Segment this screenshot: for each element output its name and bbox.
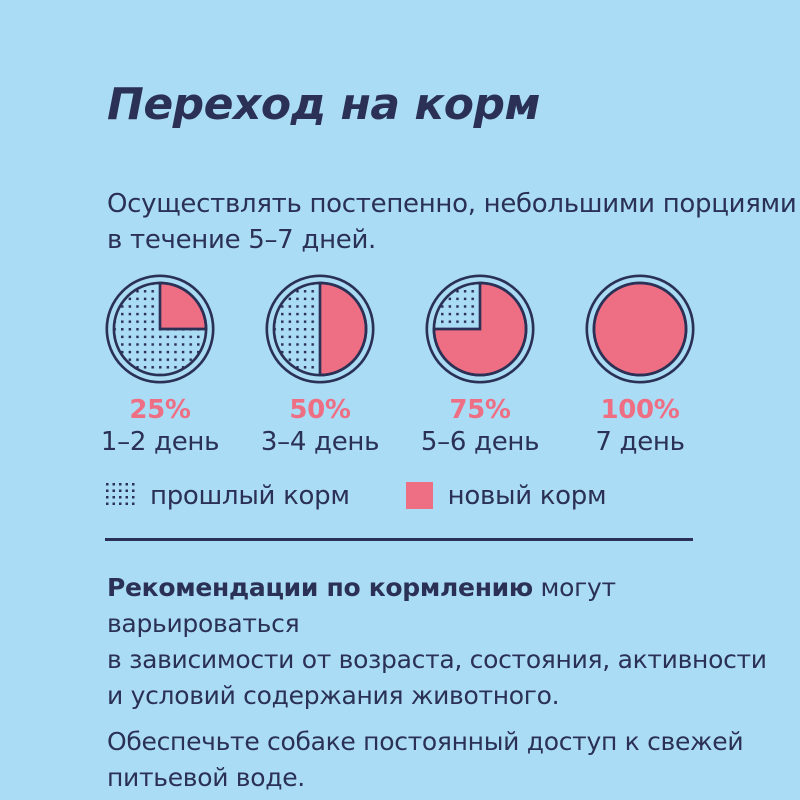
step-column-4: 100% 7 день <box>560 272 720 457</box>
dotted-pattern-swatch-icon <box>105 482 135 510</box>
day-label: 3–4 день <box>260 426 380 457</box>
horizontal-divider <box>105 537 693 541</box>
step-column-3: 75% 5–6 день <box>400 272 560 457</box>
step-column-1: 25% 1–2 день <box>80 272 240 457</box>
pie-chart-100-icon <box>585 274 695 384</box>
pie-chart-75-icon <box>425 274 535 384</box>
legend-label-old-food: прошлый корм <box>150 480 350 511</box>
intro-text: Осуществлять постепенно, небольшими порц… <box>107 188 797 255</box>
day-label: 7 день <box>595 426 685 457</box>
note-rest: могут варьироваться в зависимости от воз… <box>107 572 767 710</box>
pie-chart-25-icon <box>105 274 215 384</box>
percent-label: 100% <box>600 394 680 425</box>
step-column-2: 50% 3–4 день <box>240 272 400 457</box>
legend: прошлый корм новый корм <box>105 481 800 511</box>
legend-item-old-food: прошлый корм <box>105 481 350 511</box>
pink-color-swatch-icon <box>405 482 433 510</box>
percent-label: 50% <box>289 394 351 425</box>
legend-item-new-food: новый корм <box>405 480 607 511</box>
pie-chart-50-icon <box>265 274 375 384</box>
feeding-recommendations-note: Рекомендации по кормлению могут варьиров… <box>107 570 800 714</box>
day-label: 5–6 день <box>420 426 540 457</box>
note-bold-lead: Рекомендации по кормлению <box>107 572 533 602</box>
legend-label-new-food: новый корм <box>447 480 607 511</box>
water-access-note: Обеспечьте собаке постоянный доступ к св… <box>107 726 744 792</box>
percent-label: 25% <box>129 394 191 425</box>
page-title: Переход на корм <box>107 79 540 130</box>
pie-charts-row: 25% 1–2 день 50% 3–4 день 75% <box>80 272 720 457</box>
percent-label: 75% <box>449 394 511 425</box>
day-label: 1–2 день <box>100 426 220 457</box>
